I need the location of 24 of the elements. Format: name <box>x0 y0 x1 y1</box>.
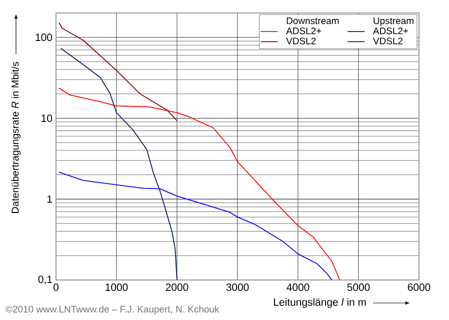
x-tick-label: 4000 <box>286 284 310 291</box>
x-tick-label: 1000 <box>106 284 128 291</box>
line-series <box>58 22 178 122</box>
x-tick-label: 5000 <box>347 284 370 291</box>
x-tick-label: 6000 <box>408 284 430 291</box>
y-axis-title: Datenübertragungsrate R in Mbit/s <box>11 62 21 213</box>
y-tick-label: 0,1 <box>38 276 52 284</box>
line-series <box>58 88 340 280</box>
legend-label: ADSL2+ <box>286 28 322 34</box>
x-tick-label: 3000 <box>226 284 249 291</box>
x-tick-label: 2000 <box>166 284 188 291</box>
annotation: Downstream <box>286 18 339 24</box>
x-axis-title: Leitungslänge l in m <box>274 298 366 308</box>
annotation: Upstream <box>374 18 414 26</box>
x-tick-label: 0 <box>54 284 58 291</box>
legend-label: ADSL2+ <box>372 28 408 34</box>
line-series <box>58 172 332 280</box>
legend-label: VDSL2 <box>286 38 316 44</box>
legend-label: VDSL2 <box>373 38 402 44</box>
y-tick-label: 100 <box>36 34 52 42</box>
y-tick-label: 1 <box>47 196 52 203</box>
text: ©2010 www.LNTwww.de – F.J. Kaupert, N. Kchouk <box>6 306 220 314</box>
line-series <box>60 48 178 280</box>
y-tick-label: 10 <box>42 114 52 122</box>
